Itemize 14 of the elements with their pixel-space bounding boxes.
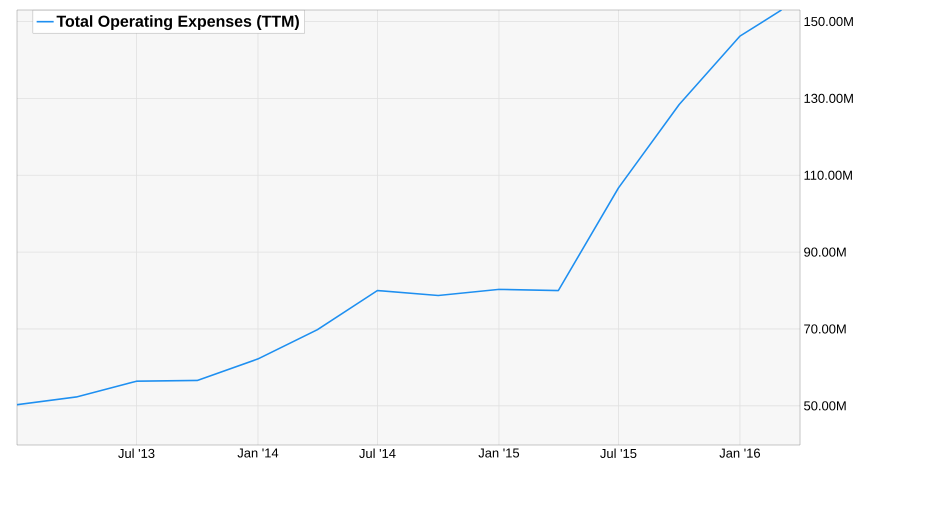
x-tick-label: Jan '14 [238, 448, 278, 458]
legend-label: Total Operating Expenses (TTM) [56, 15, 299, 30]
x-tick-label: Jan '16 [719, 448, 760, 458]
x-tick-label: Jul '13 [118, 448, 154, 458]
y-tick-label: 90.00M [804, 248, 846, 257]
y-tick-label: 130.00M [804, 94, 853, 103]
y-tick-label: 50.00M [804, 401, 846, 410]
y-tick-label: 110.00M [804, 170, 852, 180]
y-tick-label: 70.00M [804, 324, 846, 334]
x-tick-label: Jul '15 [600, 448, 636, 458]
y-tick-label: 150.00M [804, 16, 853, 26]
line-series [17, 10, 782, 406]
x-tick-label: Jan '15 [478, 448, 520, 458]
x-tick-label: Jul '14 [359, 448, 396, 458]
